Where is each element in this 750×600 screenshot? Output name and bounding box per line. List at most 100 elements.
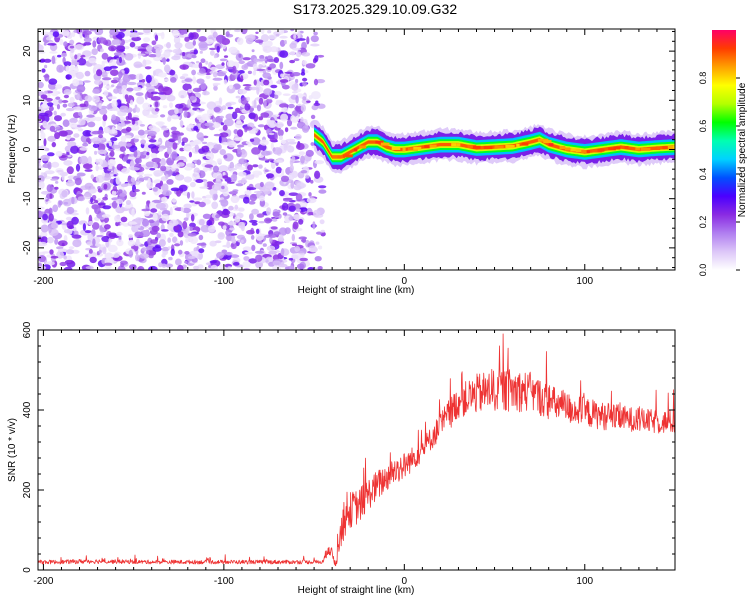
noise-speckle bbox=[68, 246, 75, 250]
noise-speckle bbox=[194, 144, 200, 153]
noise-speckle bbox=[288, 216, 294, 221]
noise-speckle bbox=[246, 229, 255, 235]
noise-speckle bbox=[158, 85, 164, 93]
noise-speckle bbox=[177, 135, 182, 144]
noise-speckle bbox=[41, 103, 49, 109]
noise-speckle bbox=[41, 68, 46, 73]
noise-speckle bbox=[174, 243, 181, 247]
noise-speckle bbox=[50, 89, 59, 97]
noise-speckle bbox=[124, 205, 130, 209]
noise-speckle bbox=[262, 243, 267, 247]
noise-speckle bbox=[275, 166, 282, 174]
noise-speckle bbox=[297, 30, 301, 39]
noise-speckle bbox=[223, 55, 229, 58]
noise-speckle bbox=[159, 180, 164, 187]
noise-speckle bbox=[225, 102, 232, 107]
spectrogram-x-tick-label: -200 bbox=[33, 276, 53, 287]
noise-speckle bbox=[312, 221, 316, 230]
snr-y-tick-label: 400 bbox=[22, 401, 33, 418]
noise-speckle bbox=[248, 258, 258, 264]
noise-speckle bbox=[52, 31, 60, 38]
noise-speckle bbox=[281, 107, 289, 113]
noise-speckle bbox=[211, 183, 222, 191]
noise-speckle bbox=[95, 243, 101, 248]
noise-speckle bbox=[243, 126, 253, 131]
noise-speckle bbox=[56, 246, 64, 250]
noise-speckle bbox=[253, 58, 259, 63]
noise-speckle bbox=[106, 104, 110, 110]
noise-speckle bbox=[170, 187, 180, 192]
noise-speckle bbox=[257, 58, 267, 62]
noise-speckle bbox=[230, 174, 238, 182]
noise-speckle bbox=[101, 214, 111, 218]
noise-speckle bbox=[121, 88, 126, 95]
noise-speckle bbox=[112, 77, 121, 80]
noise-speckle bbox=[225, 31, 230, 37]
noise-speckle bbox=[58, 248, 68, 253]
noise-speckle bbox=[184, 78, 193, 82]
noise-speckle bbox=[316, 54, 325, 58]
noise-speckle bbox=[283, 40, 287, 45]
noise-speckle bbox=[235, 183, 244, 187]
noise-speckle bbox=[85, 266, 94, 270]
noise-speckle bbox=[231, 238, 237, 244]
noise-speckle bbox=[42, 120, 48, 127]
noise-speckle bbox=[78, 118, 86, 126]
noise-speckle bbox=[112, 253, 120, 258]
noise-speckle bbox=[204, 122, 214, 127]
noise-speckle bbox=[251, 49, 255, 53]
noise-speckle bbox=[272, 147, 283, 155]
noise-speckle bbox=[116, 239, 124, 247]
snr-background bbox=[38, 330, 675, 570]
noise-speckle bbox=[308, 245, 317, 253]
noise-speckle bbox=[69, 39, 75, 45]
noise-speckle bbox=[242, 261, 251, 268]
signal-peak bbox=[424, 145, 430, 149]
noise-speckle bbox=[196, 242, 207, 246]
noise-speckle bbox=[184, 36, 190, 42]
noise-speckle bbox=[279, 29, 285, 35]
noise-speckle bbox=[281, 202, 289, 211]
noise-speckle bbox=[183, 203, 192, 209]
noise-speckle bbox=[182, 230, 190, 235]
noise-speckle bbox=[91, 137, 102, 145]
noise-speckle bbox=[240, 239, 244, 243]
noise-speckle bbox=[96, 234, 104, 238]
noise-speckle bbox=[156, 32, 165, 36]
noise-speckle bbox=[56, 104, 61, 110]
noise-speckle bbox=[196, 132, 204, 141]
noise-speckle bbox=[109, 29, 119, 36]
noise-speckle bbox=[52, 204, 59, 213]
noise-speckle bbox=[264, 169, 269, 173]
noise-speckle bbox=[191, 147, 196, 154]
noise-speckle bbox=[161, 263, 167, 268]
noise-speckle bbox=[134, 157, 142, 164]
noise-speckle bbox=[192, 197, 203, 201]
noise-speckle bbox=[137, 53, 146, 56]
noise-speckle bbox=[88, 105, 98, 112]
noise-speckle bbox=[38, 175, 45, 183]
noise-speckle bbox=[293, 184, 302, 191]
noise-speckle bbox=[54, 238, 59, 245]
noise-speckle bbox=[90, 174, 95, 180]
noise-speckle bbox=[260, 150, 271, 156]
noise-speckle bbox=[249, 213, 254, 221]
noise-speckle bbox=[68, 122, 77, 128]
noise-speckle bbox=[134, 231, 144, 238]
noise-speckle bbox=[240, 75, 244, 83]
spectrogram-x-tick-label: 0 bbox=[402, 276, 408, 287]
noise-speckle bbox=[256, 191, 261, 199]
noise-speckle bbox=[179, 120, 184, 128]
noise-speckle bbox=[151, 40, 157, 46]
noise-speckle bbox=[171, 130, 181, 135]
noise-speckle bbox=[94, 29, 104, 36]
noise-speckle bbox=[236, 37, 244, 45]
spectrogram-y-tick-label: -20 bbox=[22, 240, 33, 255]
noise-speckle bbox=[49, 125, 56, 132]
noise-speckle bbox=[219, 36, 223, 45]
noise-speckle bbox=[96, 69, 103, 77]
noise-speckle bbox=[280, 248, 285, 256]
noise-speckle bbox=[187, 255, 196, 260]
noise-speckle bbox=[140, 139, 147, 145]
noise-speckle bbox=[249, 219, 258, 223]
